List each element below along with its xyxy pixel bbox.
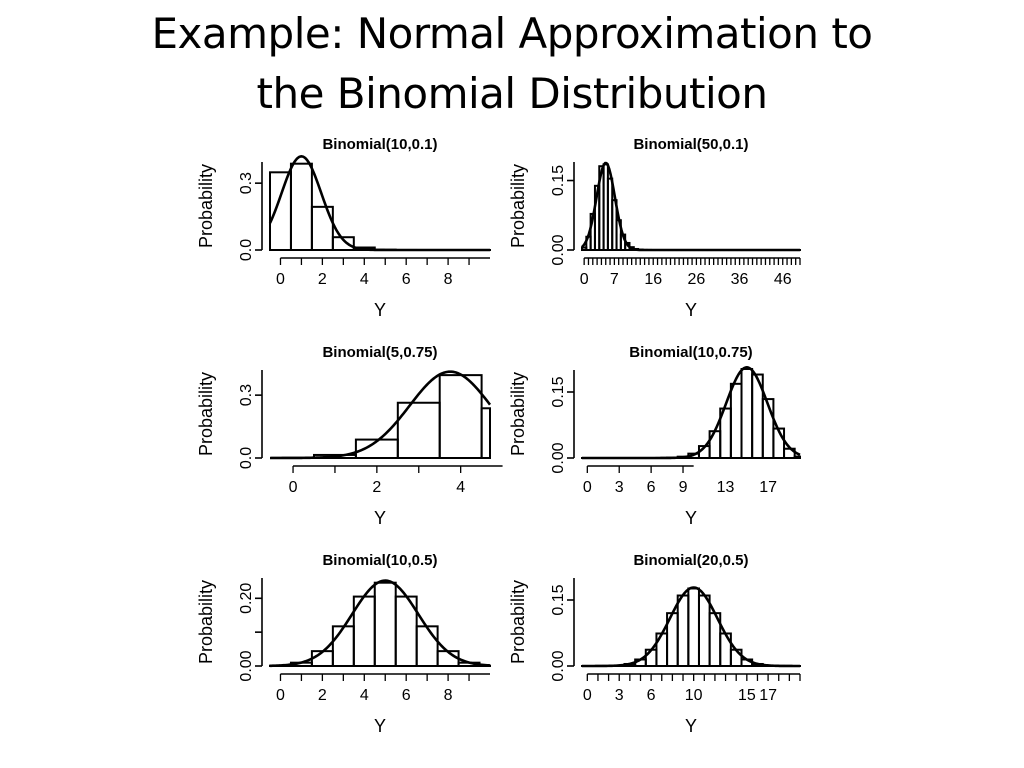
panel-4-x-tick-label: 17 <box>759 479 777 496</box>
panel-3-bar <box>480 407 491 459</box>
panel-1-y-tick-label: 0.3 <box>238 172 255 194</box>
panel-1-bar <box>289 162 313 251</box>
panel-3-x-tick-label: 2 <box>372 479 381 496</box>
panel-3-y-tick-label: 0.3 <box>238 384 255 406</box>
panel-1-x-tick-label: 8 <box>444 271 453 288</box>
panel-5-bar <box>415 625 439 668</box>
panel-4-y-tick-label: 0.15 <box>550 376 567 407</box>
panel-2-x-tick-label: 0 <box>580 271 589 288</box>
panel-1-bar <box>269 171 292 251</box>
panel-4-bar <box>729 382 743 460</box>
panel-2-y-tick-label: 0.15 <box>550 165 567 196</box>
panel-2-x-tick-label: 36 <box>731 271 749 288</box>
panel-2-normal-curve <box>581 161 800 252</box>
panel-1-normal-curve <box>268 155 490 252</box>
panel-3-chart: Binomial(5,0.75) 0.0 0.3 Probability 0 2 4 Y <box>196 344 503 528</box>
panel-3-y-tick-label: 0.0 <box>238 447 255 469</box>
panel-1-x-tick-label: 0 <box>276 271 285 288</box>
panel-4-x-tick-label: 3 <box>615 479 624 496</box>
panel-6-x-tick-label: 6 <box>647 687 656 704</box>
panel-1-chart: Binomial(10,0.1) 0.0 0.3 Probability 0 2 4 6 8 Y <box>196 136 491 320</box>
panel-5-chart: Binomial(10,0.5) 0.00 0.20 Probability 0 2 4 6 8… <box>196 552 491 736</box>
panel-6-x-tick-label: 15 <box>738 687 756 704</box>
panel-2-y-tick-label: 0.00 <box>550 234 567 265</box>
panel-6-y-tick-label: 0.00 <box>550 650 567 681</box>
panel-4-x-axis-label: Y <box>685 508 697 528</box>
panel-3-x-tick-label: 0 <box>289 479 298 496</box>
panel-6-bar <box>697 594 711 668</box>
panel-6-x-axis-label: Y <box>685 716 697 736</box>
panel-5-y-axis-label: Probability <box>196 580 216 664</box>
panel-3-x-tick-label: 4 <box>456 479 465 496</box>
panel-6-title: Binomial(20,0.5) <box>633 552 748 569</box>
panel-5-x-tick-label: 8 <box>444 687 453 704</box>
panel-4-x-tick-label: 9 <box>679 479 688 496</box>
panel-6-bar <box>729 648 743 667</box>
panel-4-title: Binomial(10,0.75) <box>629 344 752 361</box>
panel-4-x-tick-label: 13 <box>717 479 735 496</box>
panel-6-chart: Binomial(20,0.5) 0.00 0.15 Probability 0 3 6 10… <box>508 552 801 736</box>
panel-2-x-tick-label: 16 <box>644 271 662 288</box>
panel-3-normal-curve <box>269 370 492 460</box>
panel-5-x-tick-label: 6 <box>402 687 411 704</box>
panel-3-title: Binomial(5,0.75) <box>322 344 437 361</box>
panel-5-title: Binomial(10,0.5) <box>322 552 437 569</box>
slide-title-line-1: Example: Normal Approximation to <box>151 9 873 58</box>
panel-2-x-tick-label: 26 <box>687 271 705 288</box>
panel-4-x-tick-label: 6 <box>647 479 656 496</box>
panel-6-x-tick-label: 17 <box>759 687 777 704</box>
panel-6-x-tick-label: 3 <box>615 687 624 704</box>
panel-6-bar <box>644 648 658 667</box>
panel-6-x-tick-label: 0 <box>583 687 592 704</box>
panel-1-title: Binomial(10,0.1) <box>322 136 437 153</box>
panel-5-x-axis-label: Y <box>374 716 386 736</box>
panel-2-x-tick-label: 46 <box>774 271 792 288</box>
panel-5-y-tick-label: 0.20 <box>238 583 255 614</box>
panel-2-x-axis-label: Y <box>685 300 697 320</box>
slide-title-line-2: the Binomial Distribution <box>256 69 768 118</box>
panel-2-chart: Binomial(50,0.1) 0.00 0.15 Probability 0 7 16 2… <box>508 136 802 320</box>
panel-4-chart: Binomial(10,0.75) 0.00 0.15 Probability 0 3 6 9… <box>508 344 801 528</box>
panel-1-x-tick-label: 4 <box>360 271 369 288</box>
panel-6-bar <box>676 594 690 668</box>
panel-1-x-tick-label: 2 <box>318 271 327 288</box>
panel-5-x-tick-label: 0 <box>276 687 285 704</box>
panel-6-bar <box>687 587 700 667</box>
panel-5-normal-curve <box>269 579 491 668</box>
panel-2-y-axis-label: Probability <box>508 164 528 248</box>
panel-6-normal-curve <box>582 586 800 668</box>
panel-4-normal-curve <box>582 366 801 460</box>
panel-5-x-tick-label: 2 <box>318 687 327 704</box>
panel-4-x-tick-label: 0 <box>583 479 592 496</box>
panel-5-x-tick-label: 4 <box>360 687 369 704</box>
panel-6-y-axis-label: Probability <box>508 580 528 664</box>
panel-3-x-axis-label: Y <box>374 508 386 528</box>
panel-5-bar <box>373 581 397 668</box>
panel-6-y-tick-label: 0.15 <box>550 584 567 615</box>
panel-6-x-tick-label: 10 <box>685 687 703 704</box>
panel-2-title: Binomial(50,0.1) <box>633 136 748 153</box>
panel-1-x-tick-label: 6 <box>402 271 411 288</box>
panel-4-y-axis-label: Probability <box>508 372 528 456</box>
panel-1-y-tick-label: 0.0 <box>238 239 255 261</box>
panel-5-y-tick-label: 0.00 <box>238 650 255 681</box>
panel-1-x-axis-label: Y <box>374 300 386 320</box>
slide-title: Example: Normal Approximation to the Bin… <box>0 4 1024 124</box>
panel-3-y-axis-label: Probability <box>196 372 216 456</box>
panel-4-y-tick-label: 0.00 <box>550 442 567 473</box>
panel-1-y-axis-label: Probability <box>196 164 216 248</box>
panel-2-x-tick-label: 7 <box>610 271 619 288</box>
panel-5-bar <box>331 625 355 668</box>
panel-4-bar <box>740 367 754 459</box>
